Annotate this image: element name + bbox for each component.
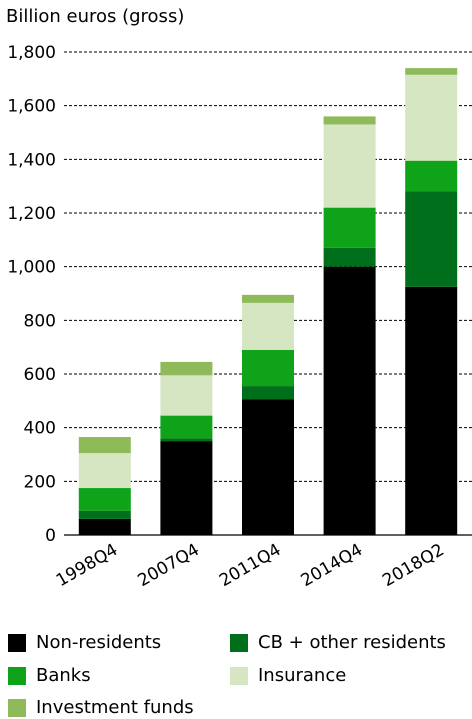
bar-segment-banks-2014q4 xyxy=(323,207,376,248)
bar-segment-banks-1998q4 xyxy=(78,488,131,511)
legend-item-banks: Banks xyxy=(8,665,91,687)
x-tick-label: 2007Q4 xyxy=(134,540,202,591)
legend-item-cb-other-residents: CB + other residents xyxy=(230,632,446,654)
bar-segment-investment-funds-2011q4 xyxy=(242,294,294,303)
bar-segment-investment-funds-2007q4 xyxy=(160,361,213,376)
y-axis-title: Billion euros (gross) xyxy=(6,6,184,27)
y-tick-label: 1,200 xyxy=(7,204,56,224)
bar-segment-investment-funds-2018q2 xyxy=(405,68,458,75)
bar-segment-insurance-1998q4 xyxy=(78,453,131,489)
bars xyxy=(78,68,458,535)
bar-segment-cb-other-residents-1998q4 xyxy=(78,510,131,519)
legend-label-banks: Banks xyxy=(36,665,91,686)
x-tick-label: 1998Q4 xyxy=(53,540,121,591)
y-tick-label: 1,400 xyxy=(7,150,56,170)
bar-segment-investment-funds-2014q4 xyxy=(323,116,376,125)
legend-swatch-non-residents xyxy=(8,634,26,652)
y-tick-label: 1,000 xyxy=(7,258,56,278)
bar-segment-banks-2018q2 xyxy=(405,160,458,192)
legend-label-cb-other-residents: CB + other residents xyxy=(258,632,446,653)
bar-segment-non-residents-2014q4 xyxy=(323,266,376,535)
bar-segment-insurance-2007q4 xyxy=(160,375,213,416)
x-tick-label: 2014Q4 xyxy=(298,540,366,591)
legend-item-non-residents: Non-residents xyxy=(8,632,161,654)
legend-label-insurance: Insurance xyxy=(258,665,347,686)
y-tick-label: 800 xyxy=(24,311,56,331)
y-tick-label: 1,800 xyxy=(7,43,56,63)
x-tick-label: 2018Q2 xyxy=(379,540,447,591)
bar-segment-non-residents-1998q4 xyxy=(78,518,131,535)
bar-segment-non-residents-2011q4 xyxy=(242,399,294,535)
bar-segment-non-residents-2007q4 xyxy=(160,441,213,535)
y-tick-label: 400 xyxy=(24,419,56,439)
bar-segment-cb-other-residents-2018q2 xyxy=(405,191,458,287)
bar-segment-insurance-2014q4 xyxy=(323,124,376,208)
y-tick-label: 200 xyxy=(24,472,56,492)
legend-swatch-banks xyxy=(8,667,26,685)
gridlines xyxy=(64,51,472,482)
y-tick-label: 600 xyxy=(24,365,56,385)
bar-segment-insurance-2018q2 xyxy=(405,74,458,161)
legend-item-insurance: Insurance xyxy=(230,665,346,687)
bar-segment-insurance-2011q4 xyxy=(242,302,294,350)
x-tick-label: 2011Q4 xyxy=(216,540,284,591)
y-tick-labels: 0 200 400 600 800 1,000 1,200 1,400 1,600 1,800 xyxy=(7,43,56,546)
bar-segment-investment-funds-1998q4 xyxy=(78,437,131,454)
bar-segment-banks-2011q4 xyxy=(242,349,294,387)
bar-segment-cb-other-residents-2014q4 xyxy=(323,247,376,267)
bar-segment-banks-2007q4 xyxy=(160,415,213,439)
stacked-bar-chart: Billion euros (gross) 0 200 400 600 800 1,000… xyxy=(6,6,472,591)
x-tick-labels: 1998Q4 2007Q4 2011Q4 2014Q4 2018Q2 xyxy=(53,540,448,591)
bar-segment-non-residents-2018q2 xyxy=(405,286,458,535)
y-tick-label: 0 xyxy=(45,526,56,546)
legend-item-investment-funds: Investment funds xyxy=(8,697,194,719)
legend-swatch-insurance xyxy=(230,667,248,685)
bar-segment-cb-other-residents-2007q4 xyxy=(160,438,213,442)
y-tick-label: 1,600 xyxy=(7,97,56,117)
bar-segment-cb-other-residents-2011q4 xyxy=(242,386,294,400)
legend-label-investment-funds: Investment funds xyxy=(36,697,194,718)
legend-label-non-residents: Non-residents xyxy=(36,632,162,653)
legend-swatch-cb-other-residents xyxy=(230,634,248,652)
legend-swatch-investment-funds xyxy=(8,699,26,717)
